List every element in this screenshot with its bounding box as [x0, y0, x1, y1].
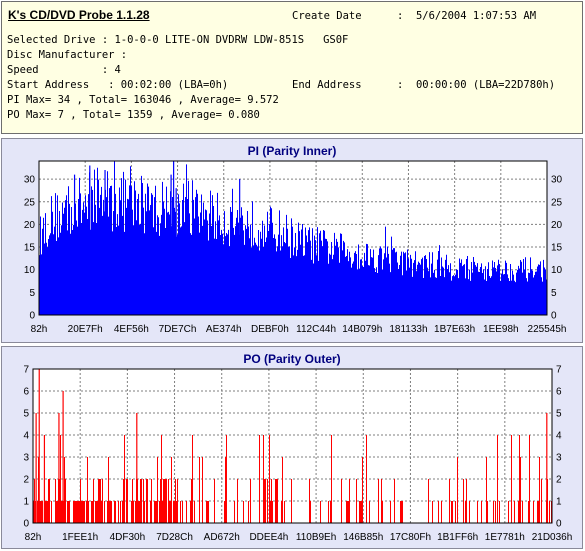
y-tick-label-right: 30 — [551, 175, 563, 186]
x-tick-label: 17C80Fh — [390, 532, 431, 543]
po-summary-text: PO Max= 7 , Total= 1359 , Average= 0.080 — [7, 109, 260, 121]
app-title: K's CD/DVD Probe 1.1.28 — [8, 8, 150, 22]
y-tick-label-right: 3 — [556, 453, 562, 464]
x-tick-label: 20E7Fh — [68, 324, 103, 335]
plot-frame — [38, 160, 548, 316]
x-tick-label: AD672h — [204, 532, 240, 543]
selected-drive-text: Selected Drive : 1-0-0-0 LITE-ON DVDRW L… — [7, 34, 349, 46]
y-tick-label-left: 10 — [24, 265, 36, 276]
y-tick-label-left: 30 — [24, 175, 36, 186]
y-tick-label-right: 20 — [551, 220, 563, 231]
po-chart: 0 0 1 1 2 2 3 3 4 4 5 5 6 6 7 7 82h 1FEE1h 4DF30h 7D28Ch AD6… — [23, 365, 573, 544]
x-tick-label: 1B1FF6h — [437, 532, 478, 543]
disc-manufacturer-text: Disc Manufacturer : — [7, 49, 128, 61]
y-tick-label-right: 0 — [551, 311, 557, 322]
y-tick-label-left: 0 — [23, 519, 29, 530]
end-address-label: End Address — [292, 79, 362, 91]
y-tick-label-right: 6 — [556, 387, 562, 398]
y-tick-label-left: 7 — [23, 365, 29, 376]
x-tick-label: DDEE4h — [249, 532, 288, 543]
pi-chart-title: PI (Parity Inner) — [247, 144, 337, 158]
x-tick-label: 82h — [31, 324, 48, 335]
y-tick-label-left: 2 — [23, 475, 29, 486]
y-tick-label-right: 5 — [556, 409, 562, 420]
x-tick-label: 110B9Eh — [296, 532, 336, 543]
po-chart-panel: PO (Parity Outer) 0 0 1 1 2 2 3 3 4 4 5 5 6 6 7 7 82h 1FE… — [1, 346, 583, 549]
plot-area — [32, 368, 553, 524]
y-tick-label-right: 5 — [551, 288, 557, 299]
data-bars — [33, 369, 552, 523]
y-tick-label-right: 15 — [551, 243, 563, 254]
x-tick-label: 21D036h — [532, 532, 573, 543]
info-panel: K's CD/DVD Probe 1.1.28 Create Date : 5/… — [1, 1, 583, 134]
y-tick-label-right: 1 — [556, 497, 562, 508]
x-tick-label: 181133h — [389, 324, 427, 335]
x-tick-label: 7DE7Ch — [159, 324, 197, 335]
y-tick-label-left: 15 — [24, 243, 36, 254]
y-tick-label-right: 25 — [551, 197, 563, 208]
y-tick-label-right: 10 — [551, 265, 563, 276]
y-tick-label-right: 2 — [556, 475, 562, 486]
pi-chart: 0 0 5 5 10 10 15 15 20 20 25 25 30 30 82h 20E7Fh 4EF56h 7… — [24, 160, 567, 335]
x-tick-label: 225545h — [528, 324, 567, 335]
x-tick-label: 4DF30h — [110, 532, 146, 543]
create-date-label: Create Date — [292, 10, 362, 22]
y-tick-label-left: 20 — [24, 220, 36, 231]
y-tick-label-left: 4 — [23, 431, 29, 442]
plot-frame — [32, 368, 553, 524]
y-tick-label-left: 5 — [23, 409, 29, 420]
x-tick-label: 7D28Ch — [156, 532, 193, 543]
po-chart-title: PO (Parity Outer) — [243, 352, 341, 366]
pi-chart-panel: PI (Parity Inner) 0 0 5 5 10 10 15 15 20 20 25 25 30… — [1, 138, 583, 343]
y-tick-label-right: 4 — [556, 431, 562, 442]
x-tick-label: 82h — [25, 532, 42, 543]
x-tick-label: 14B079h — [342, 324, 382, 335]
x-tick-label: 1E7781h — [485, 532, 525, 543]
x-tick-label: 1B7E63h — [434, 324, 475, 335]
y-tick-label-left: 6 — [23, 387, 29, 398]
y-tick-label-left: 0 — [29, 311, 35, 322]
pi-summary-text: PI Max= 34 , Total= 163046 , Average= 9.… — [7, 94, 279, 106]
x-tick-label: 112C44h — [296, 324, 336, 335]
y-tick-label-left: 1 — [23, 497, 29, 508]
x-tick-label: 146B85h — [343, 532, 383, 543]
x-tick-label: AE374h — [206, 324, 242, 335]
start-address-text: Start Address : 00:02:00 (LBA=0h) — [7, 79, 229, 91]
x-tick-label: DEBF0h — [251, 324, 289, 335]
create-date-value: : 5/6/2004 1:07:53 AM — [397, 10, 537, 22]
y-tick-label-left: 3 — [23, 453, 29, 464]
end-address-value: : 00:00:00 (LBA=22D780h) — [397, 79, 556, 91]
x-tick-label: 1FEE1h — [62, 532, 98, 543]
speed-text: Speed : 4 — [7, 64, 121, 76]
x-tick-label: 1EE98h — [483, 324, 519, 335]
data-bars — [39, 161, 547, 315]
y-tick-label-right: 7 — [556, 365, 562, 376]
y-tick-label-left: 25 — [24, 197, 36, 208]
x-tick-label: 4EF56h — [114, 324, 149, 335]
y-tick-label-right: 0 — [556, 519, 562, 530]
y-tick-label-left: 5 — [29, 288, 35, 299]
